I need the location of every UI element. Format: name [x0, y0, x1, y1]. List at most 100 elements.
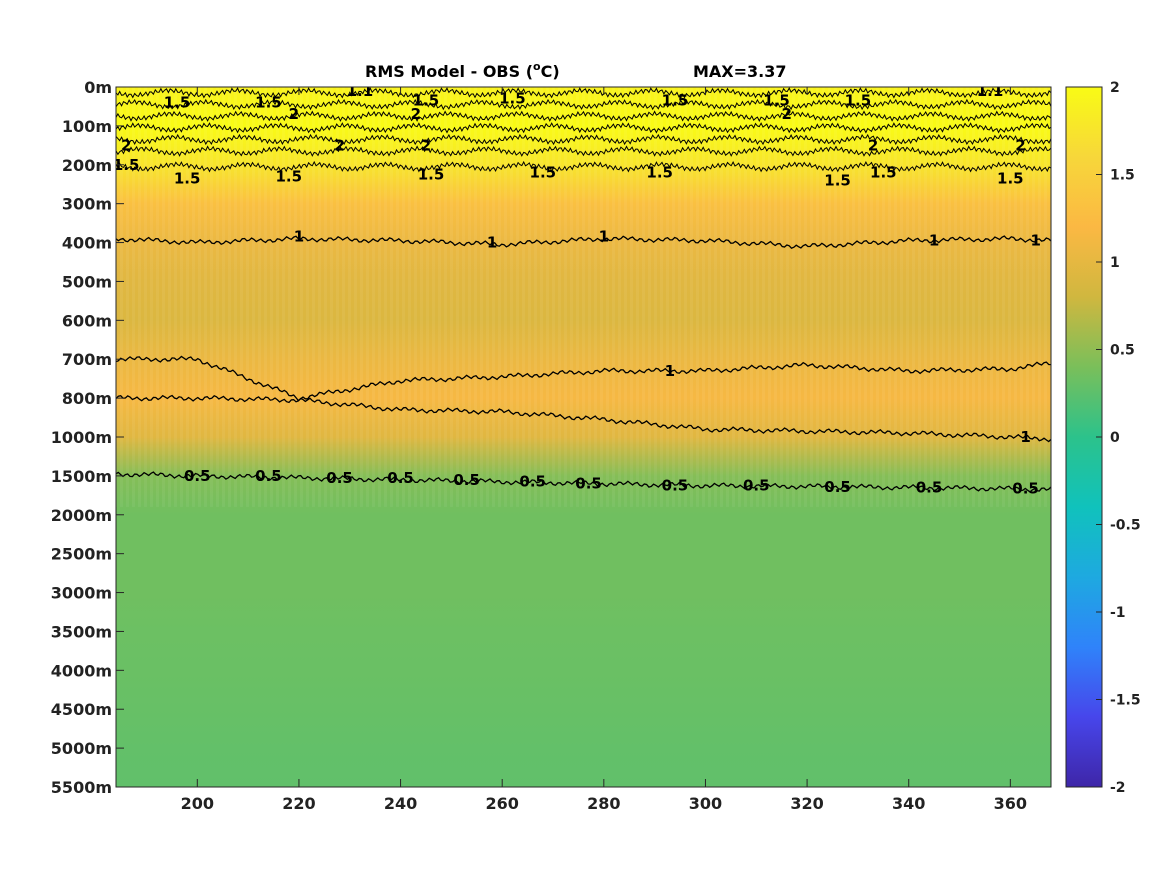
contour-label: 2 [289, 105, 299, 123]
colorbar-tick-label: -2 [1110, 780, 1126, 796]
colorbar-tick-label: 1 [1110, 255, 1120, 271]
contour-label: 1.1 [347, 82, 374, 100]
contour-line [116, 394, 1051, 443]
contour-label: 1 [294, 228, 304, 246]
contour-line-upper [116, 87, 1051, 99]
contour-label: 1.5 [418, 166, 445, 184]
y-tick-label: 1000m [51, 428, 112, 447]
contour-label: 0.5 [387, 469, 414, 487]
contour-label: 2 [868, 136, 878, 154]
y-tick-label: 400m [62, 234, 112, 253]
contour-label: 2 [334, 136, 344, 154]
y-tick-label: 5000m [51, 739, 112, 758]
contour-label: 0.5 [255, 467, 282, 485]
contour-line [116, 471, 1051, 493]
contour-label: 1.5 [255, 94, 282, 112]
y-tick-label: 3000m [51, 584, 112, 603]
y-tick-label: 2000m [51, 506, 112, 525]
contour-label: 1 [1031, 232, 1041, 250]
contour-label: 0.5 [662, 477, 689, 495]
contour-label: 1 [599, 228, 609, 246]
y-tick-label: 1500m [51, 467, 112, 486]
contour-label: 1.5 [662, 92, 689, 110]
contour-line-upper [116, 145, 1051, 157]
contour-label: 2 [421, 136, 431, 154]
contour-line-upper [116, 98, 1051, 111]
contour-label: 2 [782, 105, 792, 123]
x-tick-label: 300 [689, 794, 722, 813]
contour-line [116, 355, 1051, 402]
contour-lines [116, 87, 1051, 493]
x-tick-label: 200 [181, 794, 214, 813]
y-tick-label: 200m [62, 156, 112, 175]
colorbar-tick-label: 0.5 [1110, 343, 1135, 359]
contour-line-upper [116, 110, 1051, 123]
y-tick-label: 300m [62, 195, 112, 214]
contour-line-upper [116, 122, 1051, 134]
contour-label: 1.5 [870, 164, 897, 182]
title-unit-superscript: o [533, 60, 541, 73]
contour-label: 1.5 [275, 167, 302, 185]
contour-label: 2 [121, 136, 131, 154]
chart-max-label: MAX=3.37 [693, 62, 787, 81]
contour-label: 0.5 [916, 479, 943, 497]
contour-label: 1.5 [763, 92, 790, 110]
contour-label: 0.5 [184, 467, 211, 485]
x-tick-label: 220 [282, 794, 315, 813]
y-tick-label: 5500m [51, 778, 112, 797]
contour-label: 2 [1015, 136, 1025, 154]
contour-label: 1.5 [530, 164, 557, 182]
contour-label: 1.5 [113, 156, 140, 174]
x-tick-label: 320 [790, 794, 823, 813]
contour-line-upper [116, 160, 1051, 173]
contour-label: 1.5 [413, 92, 440, 110]
contour-label: 0.5 [1012, 480, 1039, 498]
y-tick-label: 4000m [51, 661, 112, 680]
colorbar-ticks: 2 1.5 1 0.5 0 -0.5 -1 -1.5 -2 [1096, 80, 1141, 796]
contour-label: 1.5 [164, 94, 191, 112]
colorbar-tick-label: -0.5 [1110, 518, 1141, 534]
title-unit: C) [541, 62, 560, 81]
contour-label: 1 [487, 234, 497, 252]
x-tick-label: 260 [485, 794, 518, 813]
colorbar-tick-label: 1.5 [1110, 168, 1135, 184]
contour-label: 1.5 [997, 169, 1024, 187]
heatmap-texture [116, 87, 1051, 507]
contour-label: 1.5 [646, 164, 673, 182]
contour-label: 1.1 [977, 82, 1004, 100]
y-tick-label: 100m [62, 117, 112, 136]
y-tick-label: 600m [62, 311, 112, 330]
y-tick-label: 500m [62, 272, 112, 291]
contour-label: 1.5 [174, 169, 201, 187]
contour-label: 1 [1020, 428, 1030, 446]
x-tick-label: 240 [384, 794, 417, 813]
x-tick-label: 280 [587, 794, 620, 813]
contour-label: 1.5 [499, 90, 526, 108]
x-tick-label: 340 [892, 794, 925, 813]
x-tick-label: 360 [994, 794, 1027, 813]
contour-label: 1.5 [824, 171, 851, 189]
contour-label: 0.5 [743, 477, 770, 495]
y-tick-label: 2500m [51, 545, 112, 564]
title-main: RMS Model - OBS ( [365, 62, 533, 81]
contour-label: 2 [411, 105, 421, 123]
y-tick-label: 4500m [51, 700, 112, 719]
colorbar-tick-label: 2 [1110, 80, 1120, 96]
chart-title: RMS Model - OBS (oC) [365, 60, 560, 81]
contour-label: 0.5 [453, 471, 480, 489]
contour-label: 0.5 [824, 478, 851, 496]
y-tick-label: 800m [62, 389, 112, 408]
colorbar-tick-label: 0 [1110, 430, 1120, 446]
contour-line-upper [116, 133, 1051, 146]
contour-label: 1.5 [845, 92, 872, 110]
contour-line [116, 235, 1051, 249]
colorbar-tick-label: -1 [1110, 605, 1126, 621]
contour-label: 1 [665, 362, 675, 380]
colorbar-tick-label: -1.5 [1110, 693, 1141, 709]
y-tick-label: 700m [62, 350, 112, 369]
y-tick-label: 3500m [51, 622, 112, 641]
contour-label: 0.5 [519, 473, 546, 491]
